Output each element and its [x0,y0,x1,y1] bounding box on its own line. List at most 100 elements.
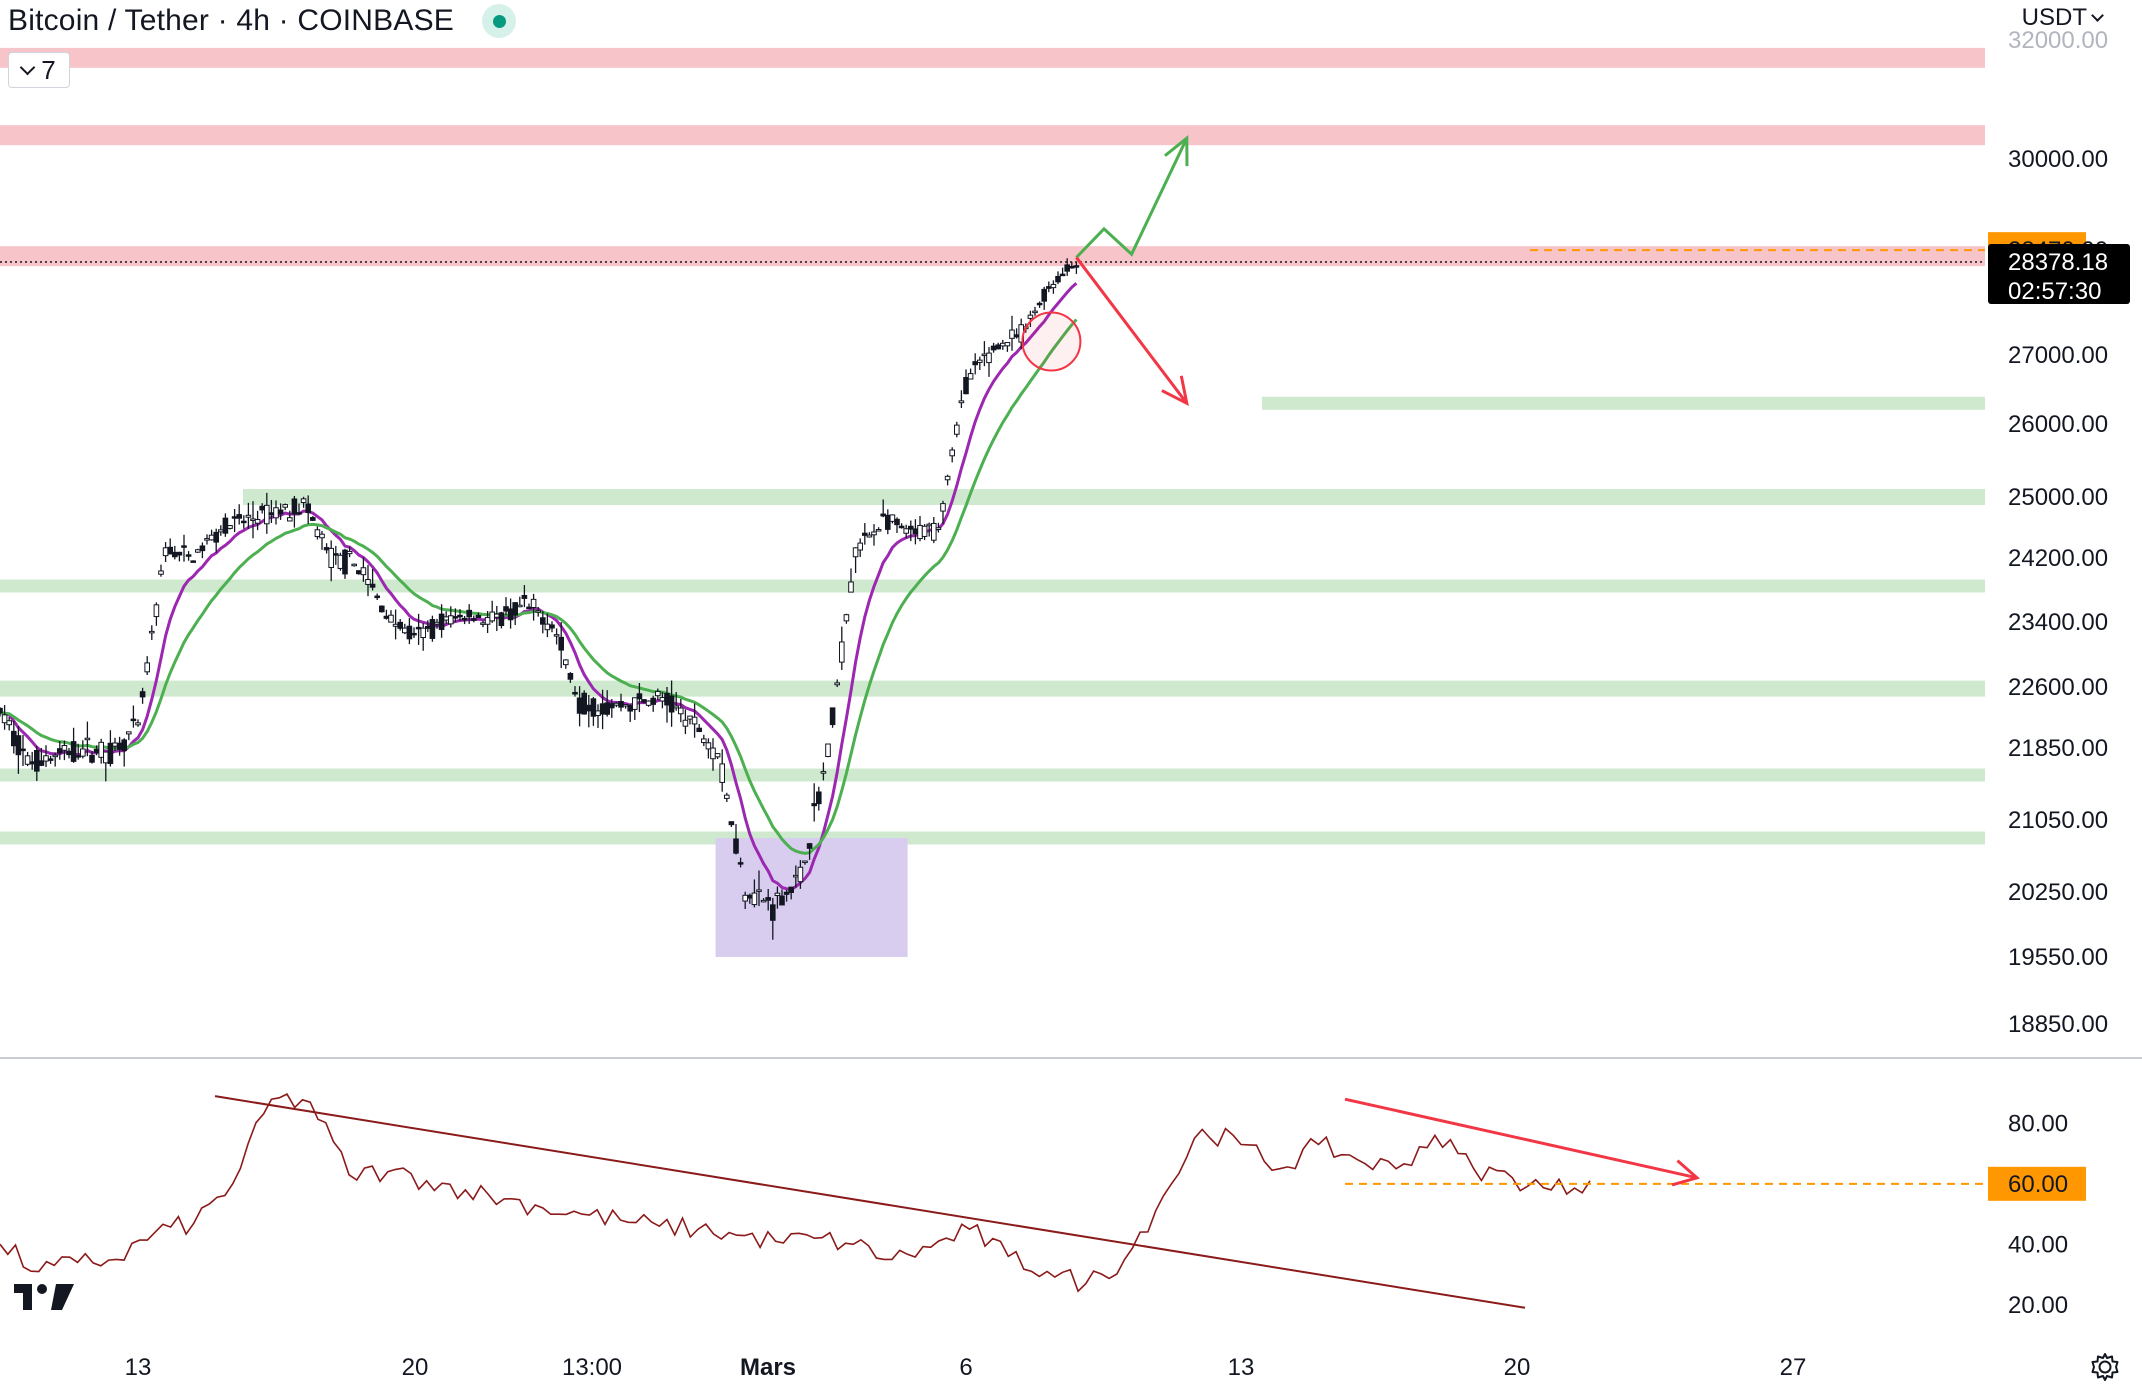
candle [664,692,670,706]
symbol-header[interactable]: Bitcoin / Tether · 4h · COINBASE [8,4,517,38]
candle [521,594,528,599]
candle [696,727,703,733]
candle [645,700,652,706]
candle [1,714,8,724]
last-price-badge [1988,243,2130,304]
candle [323,547,330,551]
candle [788,886,795,893]
candle [816,791,822,805]
candle [1041,288,1048,302]
candle [34,749,40,772]
candle [834,682,841,686]
candle [47,758,54,761]
bearish-projection-arrow [1075,256,1188,405]
candle [875,529,882,532]
support-zone [0,768,1985,782]
candle [977,359,983,363]
price-tick-label: 30000.00 [2008,146,2108,173]
candle [218,529,224,533]
price-tick-label: 32000.00 [2008,27,2108,54]
candle [296,512,302,515]
price-axis[interactable]: 32000.00 30000.00 27000.00 26000.00 25000.00… [2008,27,2108,1038]
candle [57,748,63,754]
time-axis[interactable]: 13 20 13:00 Mars 6 13 20 27 [125,1354,1807,1381]
candle [963,376,969,395]
candle [728,821,735,826]
candle [586,704,592,712]
candle [443,616,449,621]
price-tick-label: 21050.00 [2008,807,2108,834]
candle [52,754,59,758]
candle [153,604,160,618]
tradingview-logo-icon[interactable] [14,1280,76,1312]
candle [641,699,647,703]
indicators-toggle-button[interactable]: 7 [8,52,70,88]
candle [544,623,551,631]
candle [678,707,684,715]
zone-layer [0,47,1985,957]
rsi-axis[interactable]: 80.00 40.00 20.00 60.00 [1988,1110,2086,1319]
candle [563,659,569,666]
candle [195,549,201,553]
candle [599,703,606,715]
candle [613,702,620,706]
candle [254,519,261,524]
candle [1036,302,1043,306]
candle [935,527,942,530]
candle [392,623,399,627]
price-tick-label: 21850.00 [2008,735,2108,762]
support-zone [0,680,1985,697]
candle [126,731,132,735]
candle [351,563,357,567]
candle [282,504,288,508]
candle [903,528,910,534]
candle [737,862,744,865]
market-status-icon[interactable] [482,4,517,38]
candle [553,634,560,637]
candle [388,614,394,623]
candle [420,627,426,639]
candle [457,614,463,618]
candle [310,517,316,521]
candle [917,524,923,540]
candle [24,755,31,765]
candle [213,531,219,543]
candle [1027,314,1034,319]
candle [990,345,997,351]
candle [558,636,565,651]
candle [793,874,799,878]
price-tick-label: 24200.00 [2008,545,2108,572]
currency-selector[interactable]: USDT [2022,4,2104,32]
price-tick-label: 25000.00 [2008,484,2108,511]
candle [926,523,933,527]
candle [958,400,965,404]
rsi-divergence-arrow-head [1671,1159,1701,1187]
countdown-label: 02:57:30 [2008,278,2101,305]
candle [471,618,477,621]
candle [305,503,311,514]
candle [503,606,509,612]
candle [190,560,196,563]
candle [687,715,693,720]
candle [797,866,804,883]
candle [98,741,105,758]
candle [342,549,348,575]
candle [898,525,905,529]
time-tick-label: 20 [402,1354,429,1381]
candle [894,518,900,526]
candle [627,705,634,712]
candle [885,514,891,530]
settings-gear-icon[interactable] [2090,1352,2120,1382]
candle [231,516,238,519]
candle [356,570,362,575]
candle [448,615,454,625]
time-tick-label: 6 [959,1354,972,1381]
candle [714,753,721,758]
candle [632,697,638,710]
candle [604,702,611,715]
candle [172,551,178,558]
candle [1050,283,1057,289]
candle [779,895,785,906]
